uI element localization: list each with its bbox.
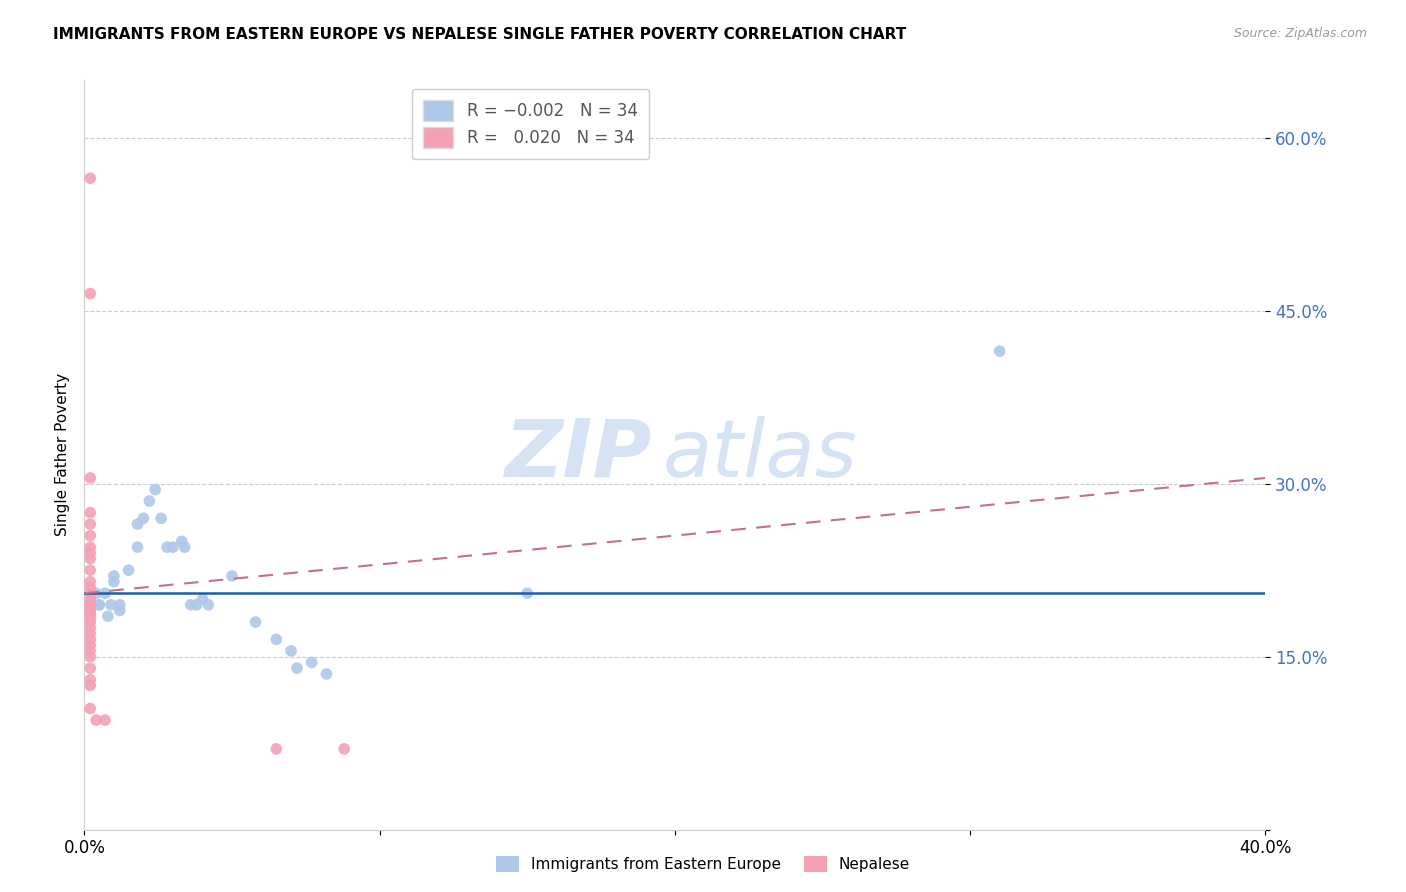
Point [315, 667, 337, 681]
Point [191, 592, 214, 607]
Point [245, 615, 267, 629]
Point [79, 603, 101, 617]
Point [103, 569, 125, 583]
Point [118, 563, 141, 577]
Point [79, 540, 101, 554]
Point [79, 581, 101, 595]
Point [127, 540, 149, 554]
Point [79, 595, 101, 609]
Point [79, 638, 101, 652]
Point [79, 528, 101, 542]
Point [156, 540, 179, 554]
Point [333, 742, 356, 756]
Text: Source: ZipAtlas.com: Source: ZipAtlas.com [1233, 27, 1367, 40]
Point [84, 713, 107, 727]
Point [79, 615, 101, 629]
Legend: Immigrants from Eastern Europe, Nepalese: Immigrants from Eastern Europe, Nepalese [488, 848, 918, 880]
Point [170, 534, 193, 549]
Point [79, 673, 101, 687]
Point [100, 598, 122, 612]
Point [79, 563, 101, 577]
Point [301, 656, 323, 670]
Point [97, 609, 120, 624]
Point [79, 574, 101, 589]
Point [94, 713, 117, 727]
Point [79, 607, 101, 621]
Point [87, 598, 111, 612]
Point [285, 661, 308, 675]
Point [79, 626, 101, 640]
Point [280, 644, 302, 658]
Point [79, 644, 101, 658]
Point [79, 649, 101, 664]
Point [162, 540, 184, 554]
Point [84, 586, 107, 600]
Text: IMMIGRANTS FROM EASTERN EUROPE VS NEPALESE SINGLE FATHER POVERTY CORRELATION CHA: IMMIGRANTS FROM EASTERN EUROPE VS NEPALE… [53, 27, 907, 42]
Text: ZIP: ZIP [503, 416, 651, 494]
Point [79, 632, 101, 647]
Point [79, 610, 101, 624]
Point [79, 171, 101, 186]
Point [79, 678, 101, 692]
Point [108, 598, 131, 612]
Point [516, 586, 538, 600]
Point [79, 586, 101, 600]
Point [266, 742, 288, 756]
Point [79, 661, 101, 675]
Point [79, 701, 101, 715]
Point [138, 494, 160, 508]
Legend: R = −0.002   N = 34, R =   0.020   N = 34: R = −0.002 N = 34, R = 0.020 N = 34 [412, 88, 650, 160]
Point [186, 598, 208, 612]
Point [197, 598, 219, 612]
Point [150, 511, 173, 525]
Point [79, 592, 101, 607]
Point [180, 598, 202, 612]
Point [79, 286, 101, 301]
Point [79, 551, 101, 566]
Point [143, 483, 166, 497]
Point [94, 586, 117, 600]
Point [103, 574, 125, 589]
Point [108, 603, 131, 617]
Point [988, 344, 1011, 359]
Point [132, 511, 155, 525]
Point [79, 621, 101, 635]
Point [221, 569, 243, 583]
Y-axis label: Single Father Poverty: Single Father Poverty [55, 374, 70, 536]
Point [173, 540, 195, 554]
Point [87, 598, 111, 612]
Point [266, 632, 288, 647]
Text: atlas: atlas [664, 416, 858, 494]
Point [79, 506, 101, 520]
Point [127, 517, 149, 532]
Point [79, 546, 101, 560]
Point [79, 471, 101, 485]
Point [79, 599, 101, 613]
Point [79, 517, 101, 532]
